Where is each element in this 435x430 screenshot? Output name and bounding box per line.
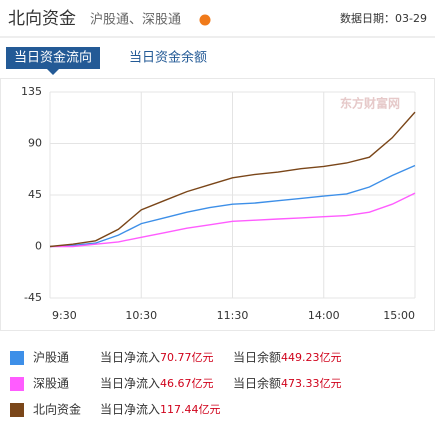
summary-label: 当日净流入 (100, 403, 160, 417)
summary-value: 449.23亿元 (281, 351, 342, 364)
tab-active-bg[interactable] (6, 47, 100, 69)
x-tick-label: 15:00 (383, 309, 415, 322)
chart-frame (0, 78, 435, 331)
series-line (49, 164, 416, 248)
summary-value: 46.67亿元 (160, 377, 214, 390)
legend-label: 深股通 (33, 377, 69, 391)
legend-swatch (10, 377, 24, 391)
tab[interactable]: 当日资金余额 (129, 50, 207, 66)
y-tick-label: 90 (28, 137, 42, 150)
legend-label: 沪股通 (33, 351, 69, 365)
legend-label: 北向资金 (33, 402, 81, 417)
x-tick-label: 9:30 (52, 309, 77, 322)
header-date: 数据日期：03-29 (340, 11, 427, 25)
y-tick-label: -45 (24, 291, 42, 304)
y-tick-label: 0 (35, 240, 42, 253)
y-tick-label: 45 (28, 188, 42, 201)
series-line (49, 111, 416, 248)
summary-label: 当日净流入 (100, 377, 160, 391)
summary-label: 当日余额 (233, 376, 281, 391)
summary-label: 当日净流入 (100, 351, 160, 365)
watermark: 东方财富网 (340, 96, 400, 111)
header-subtitle: 沪股通、深股通 (90, 12, 181, 28)
series-line (50, 192, 416, 248)
tab-pointer (47, 69, 59, 75)
tab[interactable]: 当日资金流向 (14, 50, 92, 66)
x-tick-label: 14:00 (308, 309, 340, 322)
summary-value: 117.44亿元 (160, 403, 221, 416)
legend-swatch (10, 351, 24, 365)
x-tick-label: 11:30 (217, 309, 249, 322)
summary-value: 473.33亿元 (281, 377, 342, 390)
legend-swatch (10, 403, 24, 417)
summary-label: 当日余额 (233, 350, 281, 365)
help-icon[interactable] (199, 14, 211, 26)
y-tick-label: 135 (21, 85, 42, 98)
summary-value: 70.77亿元 (160, 351, 214, 364)
x-tick-label: 10:30 (125, 309, 157, 322)
header-title: 北向资金 (8, 9, 76, 29)
